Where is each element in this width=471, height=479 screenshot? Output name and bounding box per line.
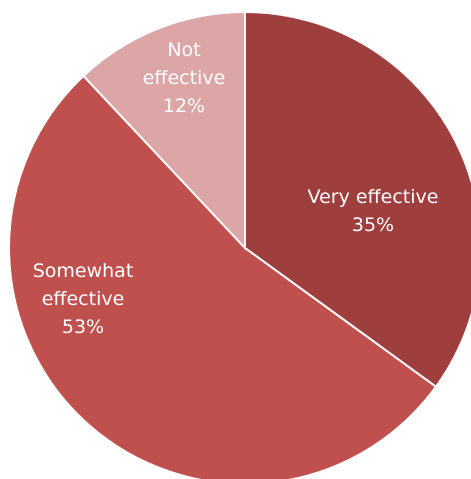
pie-slice-not: [82, 10, 246, 251]
pie-slice-somewhat: [8, 74, 438, 479]
slice-label-line: effective: [42, 288, 125, 310]
slice-percent: 53%: [62, 316, 104, 338]
slice-label-line: Not: [167, 39, 200, 61]
pie-slices: [8, 10, 471, 479]
slice-label-not: Not effective 12%: [143, 39, 226, 117]
slice-label-line: effective: [143, 67, 226, 89]
slice-percent: 35%: [352, 214, 394, 236]
slice-label-line: Somewhat: [33, 260, 134, 282]
slice-label-line: Very effective: [308, 186, 439, 208]
slice-label-very: Very effective 35%: [308, 186, 439, 236]
pie-slice-very: [244, 10, 471, 389]
slice-labels: Very effective 35% Somewhat effective 53% Not…: [33, 39, 439, 338]
slice-percent: 12%: [163, 95, 205, 117]
slice-label-somewhat: Somewhat effective 53%: [33, 260, 134, 338]
